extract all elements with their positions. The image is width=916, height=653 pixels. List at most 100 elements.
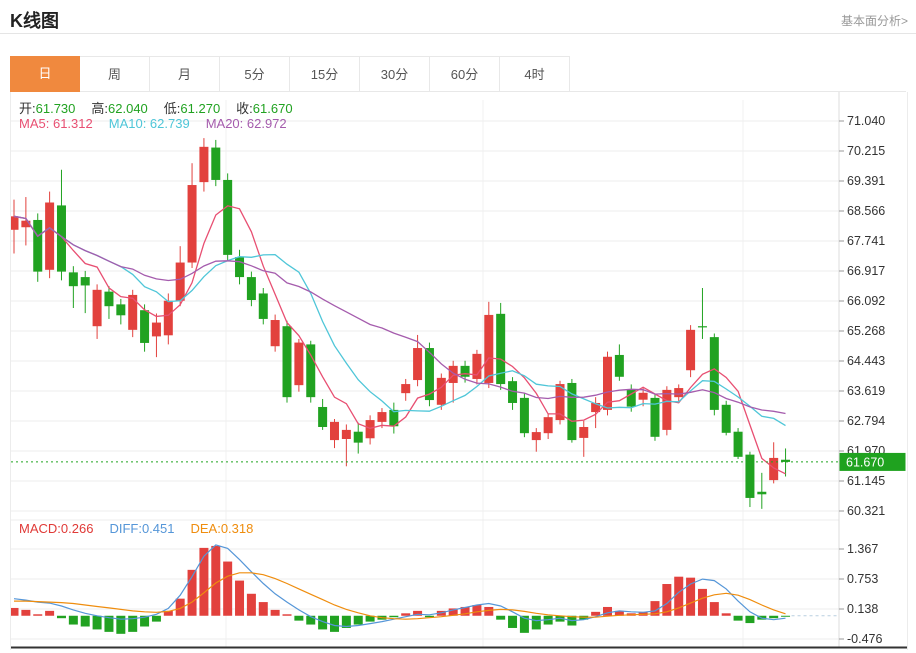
readout-item: 开:61.730 <box>19 101 76 116</box>
kline-chart[interactable]: 开:61.730 高:62.040 低:61.270 收:61.670 MA5: 61… <box>10 92 908 650</box>
timeframe-tab-bar: 日周月 5分 15分 30分 60分 4时 <box>10 56 906 92</box>
svg-text:66.092: 66.092 <box>847 294 885 308</box>
candle <box>341 429 351 439</box>
macd-bar <box>650 601 660 616</box>
svg-text:60.321: 60.321 <box>847 504 885 518</box>
svg-text:61.145: 61.145 <box>847 474 885 488</box>
macd-bar <box>614 610 624 616</box>
svg-text:0.753: 0.753 <box>847 572 878 586</box>
candle <box>56 205 66 272</box>
svg-text:69.391: 69.391 <box>847 174 885 188</box>
candle <box>662 389 672 430</box>
candle <box>389 409 399 427</box>
last-price-badge <box>839 452 906 471</box>
candle <box>709 337 719 410</box>
candle <box>151 322 161 337</box>
svg-text:0.138: 0.138 <box>847 602 878 616</box>
macd-bar <box>603 606 612 616</box>
readout-item: DIFF:0.451 <box>109 521 175 536</box>
macd-bar <box>424 615 434 618</box>
tab-60分[interactable]: 60分 <box>430 56 500 92</box>
macd-bar <box>353 615 363 625</box>
macd-bar <box>175 598 185 616</box>
candle <box>745 454 755 498</box>
svg-text:61.670: 61.670 <box>846 455 884 469</box>
candle <box>365 420 375 439</box>
tab-月[interactable]: 月 <box>150 56 220 92</box>
tab-5分[interactable]: 5分 <box>220 56 290 92</box>
macd-bar <box>709 602 719 616</box>
tab-周[interactable]: 周 <box>80 56 150 92</box>
candle <box>187 185 197 263</box>
candle <box>460 365 470 377</box>
macd-bar <box>187 569 197 616</box>
chart-canvas[interactable]: 71.040 70.215 69.391 68.566 67.741 66.917 66.0… <box>11 92 907 650</box>
candle <box>175 262 185 301</box>
macd-bar <box>781 615 791 617</box>
candle <box>294 342 304 386</box>
macd-bar <box>56 615 66 619</box>
macd-bar <box>68 615 78 625</box>
tab-4时[interactable]: 4时 <box>500 56 570 92</box>
candle <box>531 432 541 441</box>
candle <box>21 220 31 228</box>
candle <box>306 344 316 398</box>
svg-text:68.566: 68.566 <box>847 204 885 218</box>
macd-bar <box>733 615 743 621</box>
readout-item: MACD:0.266 <box>19 521 94 536</box>
macd-bar <box>674 576 684 616</box>
candle <box>116 304 126 316</box>
macd-bar <box>329 615 339 632</box>
readout-item: MA5: 61.312 <box>19 116 93 131</box>
macd-bar <box>33 614 43 616</box>
macd-bar <box>745 615 755 624</box>
readout-item: 低:61.270 <box>163 101 221 116</box>
macd-bar <box>519 615 529 633</box>
ma10-line <box>13 215 786 427</box>
ma-readout: MA5: 61.312 MA10: 62.739 MA20: 62.972 <box>19 116 303 131</box>
macd-bar <box>448 608 458 616</box>
macd-bar <box>104 615 114 632</box>
candle <box>757 491 767 495</box>
macd-bar <box>151 615 161 622</box>
macd-bar <box>460 606 470 616</box>
tab-30分[interactable]: 30分 <box>360 56 430 92</box>
candle <box>579 426 589 438</box>
candle <box>318 406 328 427</box>
candle <box>519 397 529 434</box>
macd-bar <box>246 593 256 616</box>
fundamental-analysis-link[interactable]: 基本面分析> <box>840 14 908 28</box>
macd-bar <box>413 610 423 616</box>
svg-text:70.215: 70.215 <box>847 144 885 158</box>
candle <box>235 257 245 278</box>
tab-日[interactable]: 日 <box>10 56 80 92</box>
candle <box>68 272 78 287</box>
candle <box>80 277 90 286</box>
svg-text:-0.476: -0.476 <box>847 632 882 646</box>
tab-15分[interactable]: 15分 <box>290 56 360 92</box>
candle <box>626 389 636 407</box>
macd-bar <box>496 615 506 620</box>
macd-bar <box>721 613 731 616</box>
macd-bar <box>531 615 541 630</box>
svg-text:63.619: 63.619 <box>847 384 885 398</box>
candle <box>496 313 506 385</box>
candle <box>163 300 173 336</box>
candle <box>650 397 660 437</box>
readout-item: MA20: 62.972 <box>205 116 287 131</box>
macd-bar <box>508 615 518 628</box>
svg-text:64.443: 64.443 <box>847 354 885 368</box>
macd-bar <box>116 615 126 634</box>
macd-bar <box>21 609 31 616</box>
candle <box>377 412 387 422</box>
candle <box>282 326 292 398</box>
candle <box>11 216 19 230</box>
ohlc-readout: 开:61.730 高:62.040 低:61.270 收:61.670 <box>19 98 309 117</box>
macd-bar <box>282 614 292 616</box>
candle <box>92 289 102 327</box>
candle <box>223 179 233 255</box>
candle <box>424 348 434 401</box>
macd-bar <box>128 615 138 632</box>
macd-bar <box>662 584 672 616</box>
macd-bar <box>80 615 90 627</box>
